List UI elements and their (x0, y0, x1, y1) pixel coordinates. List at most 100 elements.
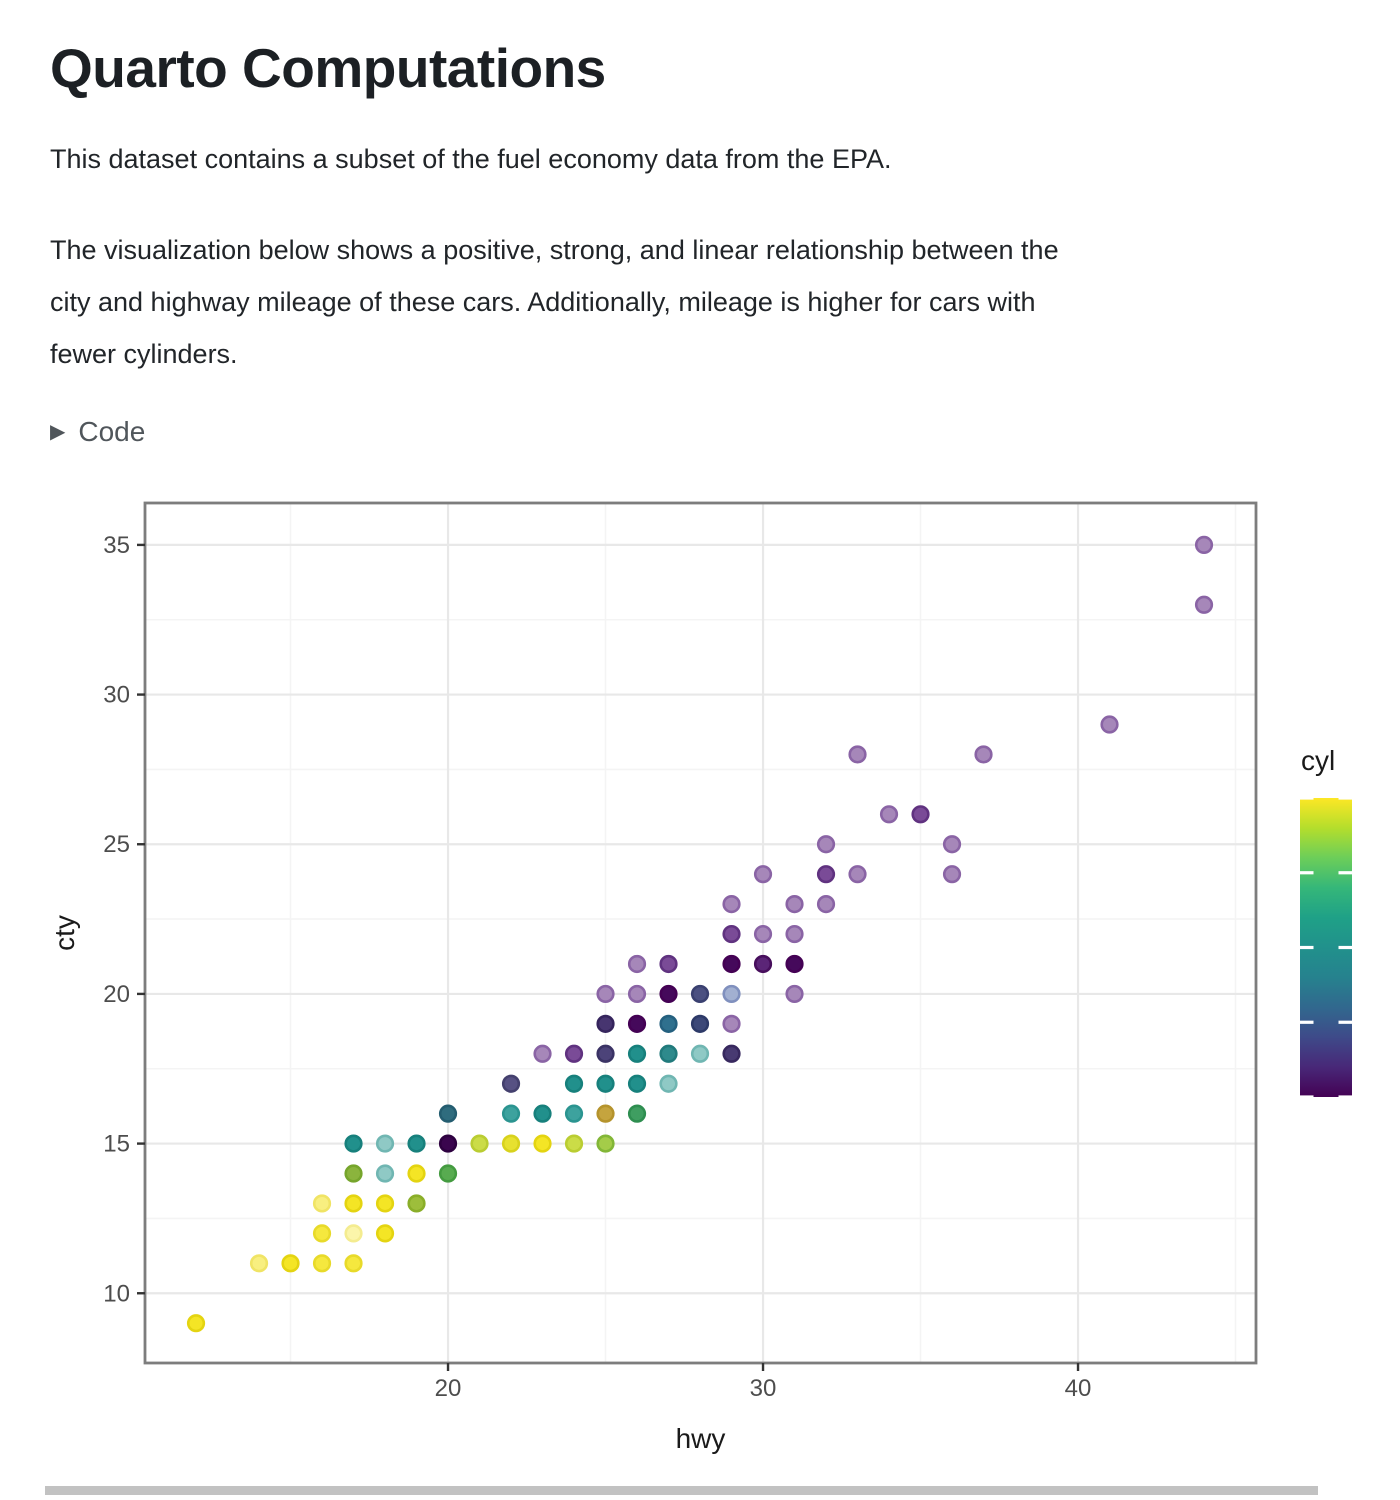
scatter-point (186, 1314, 206, 1333)
scatter-point (564, 1134, 584, 1153)
data-points (186, 535, 1214, 1333)
scatter-point (627, 954, 647, 974)
scatter-point (564, 1074, 584, 1093)
scatter-point (627, 1074, 647, 1093)
scatter-point (659, 1074, 678, 1093)
scatter-point (344, 1164, 363, 1183)
scatter-point (785, 924, 804, 944)
plot-panel (145, 503, 1256, 1363)
x-tick-label: 40 (1065, 1375, 1092, 1402)
panel-border (143, 501, 1258, 1365)
scatter-point (501, 1074, 521, 1093)
scatter-point (438, 1134, 458, 1153)
code-fold-label: Code (78, 416, 146, 447)
scatter-point (375, 1194, 395, 1213)
scatter-point (438, 1104, 458, 1123)
scatter-point (627, 1014, 647, 1033)
scatter-point (753, 924, 773, 944)
scatter-point (344, 1194, 363, 1213)
scatter-point (407, 1134, 426, 1153)
scatter-point (753, 865, 773, 884)
x-tick-label: 20 (435, 1375, 462, 1402)
scatter-point (627, 984, 647, 1004)
x-axis-label: hwy (676, 1423, 726, 1454)
minor-gridlines (145, 503, 1256, 1363)
scatter-point (753, 954, 773, 974)
scatter-point (1194, 595, 1214, 614)
scatter-point (942, 835, 962, 854)
scatter-point (344, 1134, 363, 1153)
scatter-point (312, 1194, 332, 1213)
scatter-point (375, 1224, 395, 1243)
scatter-point (596, 1044, 615, 1063)
description-paragraph: The visualization below shows a positive… (50, 224, 1059, 380)
scatter-point (533, 1104, 552, 1123)
paragraph-line: The visualization below shows a positive… (50, 235, 1059, 265)
scatter-point (690, 1014, 710, 1033)
scatter-point (1194, 535, 1214, 555)
scatter-plot: 20 30 40 10 15 20 25 30 35 hwy cty cyl (49, 501, 1352, 1454)
scatter-point (659, 1014, 678, 1033)
scatter-point (785, 984, 804, 1004)
scatter-point (879, 805, 899, 824)
scatter-point (722, 984, 741, 1004)
scatter-point (659, 984, 678, 1004)
scatter-point (312, 1224, 332, 1243)
scatter-point (627, 1044, 647, 1063)
scatter-point (407, 1194, 426, 1213)
scatter-point (659, 1044, 678, 1063)
scatter-point (1100, 715, 1119, 734)
scatter-point (911, 805, 930, 824)
collapsed-triangle-icon: ▶ (50, 421, 66, 443)
scatter-point (249, 1254, 269, 1273)
scatter-point (722, 895, 741, 914)
scatter-point (407, 1164, 426, 1183)
scatter-point (722, 1044, 741, 1063)
paragraph-line: fewer cylinders. (50, 339, 238, 369)
scatter-point (627, 1104, 647, 1123)
scatter-point (596, 1134, 615, 1153)
scatter-point (596, 1074, 615, 1093)
horizontal-rule (45, 1486, 1318, 1495)
scatter-point (501, 1134, 521, 1153)
scatter-point (785, 895, 804, 914)
axis-ticks (137, 543, 1080, 1371)
y-tick-label: 10 (103, 1280, 130, 1307)
scatter-point (438, 1164, 458, 1183)
scatter-point (690, 984, 710, 1004)
x-tick-label: 30 (750, 1375, 777, 1402)
scatter-point (470, 1134, 489, 1153)
scatter-point (848, 745, 867, 764)
y-tick-label: 35 (103, 532, 130, 559)
scatter-point (816, 865, 836, 884)
y-tick-label: 15 (103, 1131, 130, 1158)
scatter-point (848, 865, 867, 884)
scatter-point (533, 1134, 552, 1153)
scatter-point (974, 745, 993, 764)
scatter-point (596, 984, 615, 1004)
scatter-point (659, 954, 678, 974)
y-tick-label: 25 (103, 831, 130, 858)
scatter-point (501, 1104, 521, 1123)
scatter-point (375, 1164, 395, 1183)
scatter-point (312, 1254, 332, 1273)
paragraph-line: city and highway mileage of these cars. … (50, 287, 1036, 317)
scatter-point (344, 1254, 363, 1273)
scatter-point (564, 1044, 584, 1063)
major-gridlines (145, 503, 1256, 1363)
scatter-point (722, 1014, 741, 1033)
scatter-point (533, 1044, 552, 1063)
y-tick-label: 30 (103, 682, 130, 709)
scatter-point (816, 895, 836, 914)
scatter-point (564, 1104, 584, 1123)
scatter-point (281, 1254, 300, 1273)
code-fold-toggle[interactable]: ▶ Code (50, 416, 145, 448)
scatter-point (942, 865, 962, 884)
y-axis-label: cty (49, 915, 80, 951)
scatter-point (816, 835, 836, 854)
scatter-point (722, 924, 741, 944)
scatter-point (596, 1014, 615, 1033)
scatter-point (690, 1044, 710, 1063)
scatter-point (344, 1224, 363, 1243)
scatter-point (375, 1134, 395, 1153)
